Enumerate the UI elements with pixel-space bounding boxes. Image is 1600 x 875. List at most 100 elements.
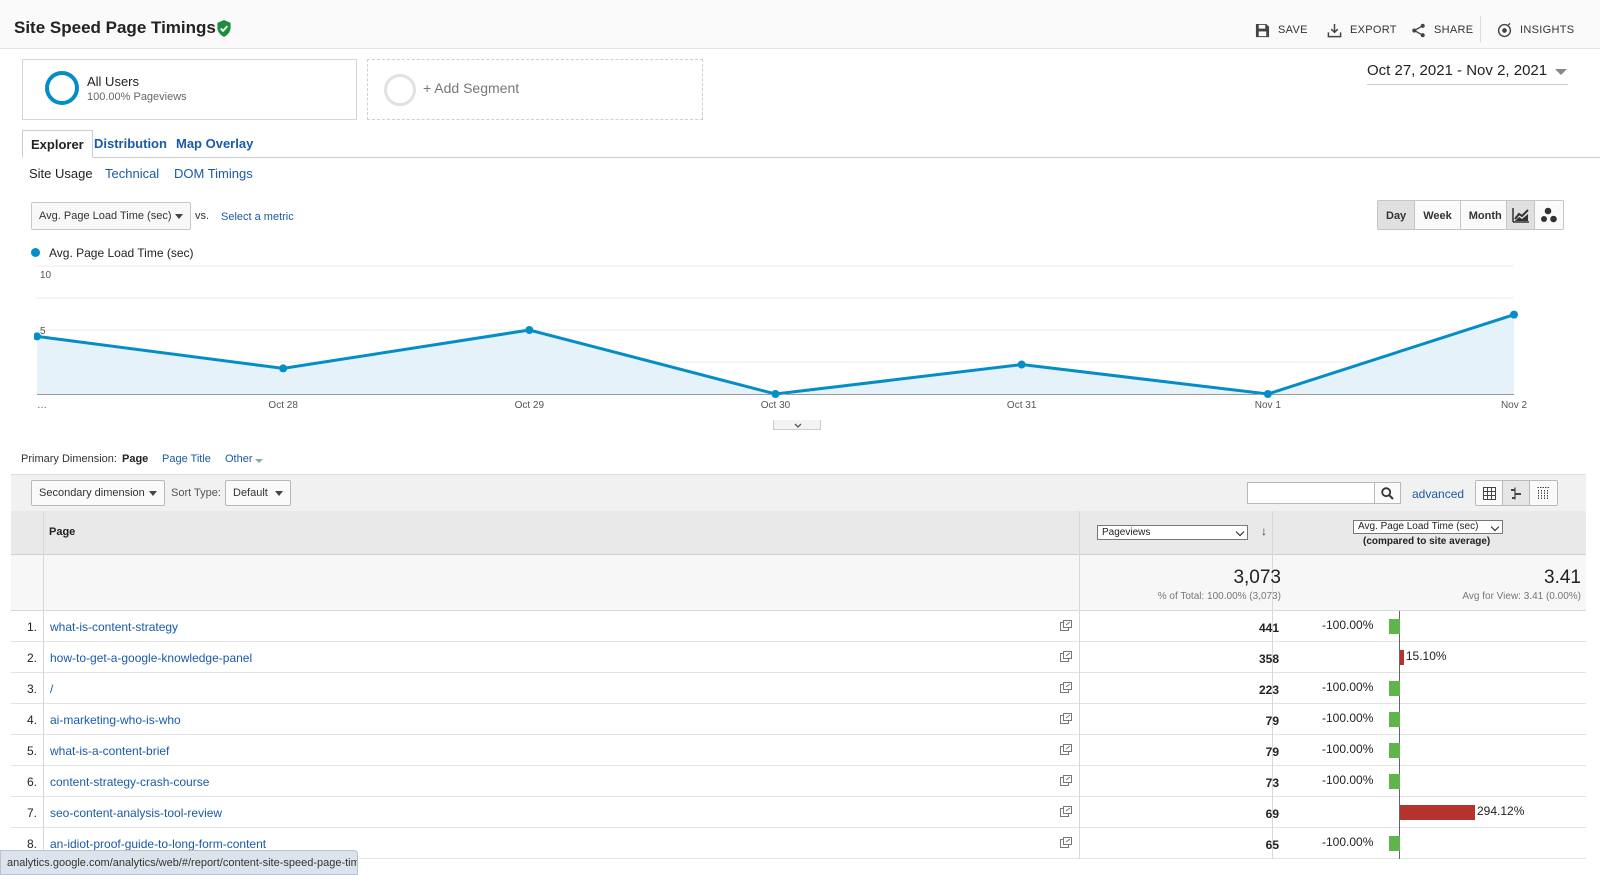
col-divider [1079,704,1080,735]
open-external-icon[interactable] [1060,651,1072,662]
table-row: 6. content-strategy-crash-course 73 -100.00… [11,766,1586,797]
subtab-dom-timings[interactable]: DOM Timings [174,166,253,181]
metric-column-select[interactable]: Pageviews [1097,525,1248,540]
comparison-view-button[interactable] [1503,481,1530,505]
table-row: 1. what-is-content-strategy 441 -100.00% [11,611,1586,642]
secondary-dimension-dropdown[interactable]: Secondary dimension [31,480,165,506]
page-link[interactable]: how-to-get-a-google-knowledge-panel [50,651,253,665]
row-pageviews: 223 [1258,683,1279,697]
page-link[interactable]: an-idiot-proof-guide-to-long-form-conten… [50,837,267,851]
primary-dimension-page[interactable]: Page [122,453,149,465]
chart-resize-handle[interactable] [773,420,821,430]
sort-descending-icon[interactable]: ↓ [1261,524,1267,538]
search-button[interactable] [1375,482,1401,504]
row-index: 1. [26,620,37,634]
baseline [1399,797,1400,828]
row-pageviews: 69 [1265,807,1279,821]
pivot-view-button[interactable] [1530,481,1557,505]
y-tick-label: 10 [40,270,52,281]
day-button[interactable]: Day [1378,201,1416,229]
subtab-site-usage[interactable]: Site Usage [29,166,93,181]
line-chart-button[interactable] [1507,201,1535,229]
row-index: 2. [26,651,37,665]
verified-shield-icon [217,20,231,37]
row-index: 6. [26,775,37,789]
month-button[interactable]: Month [1460,201,1510,229]
negative-comparison-bar [1389,619,1400,634]
open-external-icon[interactable] [1060,713,1072,724]
col-divider [1272,704,1273,735]
segment-ring-icon [45,71,79,105]
row-pageviews: 358 [1258,652,1279,666]
primary-dimension-page-title[interactable]: Page Title [162,453,211,465]
table-view-toggle-group [1475,480,1558,506]
primary-dimension-other[interactable]: Other [225,453,253,465]
add-segment-button[interactable]: + Add Segment [367,59,703,120]
col-divider [1079,673,1080,704]
secondary-dimension-label: Secondary dimension [39,487,145,499]
col-divider [43,704,44,735]
row-pageviews: 65 [1265,838,1279,852]
chevron-down-icon [1490,522,1500,532]
bubble-chart-icon [1541,207,1557,223]
segment-all-users[interactable]: All Users 100.00% Pageviews [22,59,357,120]
sort-type-value: Default [233,487,268,499]
week-button[interactable]: Week [1415,201,1461,229]
select-metric-link[interactable]: Select a metric [221,211,294,223]
insights-button[interactable]: INSIGHTS [1497,20,1574,40]
subtab-technical[interactable]: Technical [105,166,160,181]
caret-down-icon[interactable] [255,459,263,463]
col-divider [43,511,44,555]
col-divider [43,555,44,611]
col-divider [1272,673,1273,704]
grid-icon [1482,486,1496,500]
row-index: 5. [26,744,37,758]
page-link[interactable]: / [50,682,54,696]
data-point [279,364,288,373]
empty-segment-ring-icon [384,74,416,106]
row-index: 7. [26,806,37,820]
data-point [525,326,534,334]
page-link[interactable]: seo-content-analysis-tool-review [50,806,223,820]
sort-type-dropdown[interactable]: Default [225,480,291,506]
open-external-icon[interactable] [1060,744,1072,755]
col-divider [1272,766,1273,797]
page-link[interactable]: what-is-a-content-brief [50,744,170,758]
column-header-page[interactable]: Page [49,526,76,538]
page-link[interactable]: ai-marketing-who-is-who [50,713,181,727]
col-divider [1079,766,1080,797]
export-button[interactable]: EXPORT [1327,20,1397,40]
data-point [1017,360,1026,369]
page-link[interactable]: content-strategy-crash-course [50,775,210,789]
table-row: 2. how-to-get-a-google-knowledge-panel 358… [11,642,1586,673]
save-button[interactable]: SAVE [1255,20,1308,40]
col-divider [1272,555,1273,611]
open-external-icon[interactable] [1060,806,1072,817]
page-bottom-edge [0,860,1600,875]
data-table-view-button[interactable] [1476,481,1503,505]
save-icon [1255,23,1270,37]
comparison-metric-select[interactable]: Avg. Page Load Time (sec) [1353,520,1503,534]
open-external-icon[interactable] [1060,775,1072,786]
chevron-down-icon[interactable] [1555,69,1567,75]
open-external-icon[interactable] [1060,837,1072,848]
metric-dropdown[interactable]: Avg. Page Load Time (sec) [31,202,191,230]
motion-chart-button[interactable] [1535,201,1563,229]
col-divider [43,828,44,859]
col-divider [1272,511,1273,555]
date-range-picker[interactable]: Oct 27, 2021 - Nov 2, 2021 [1367,62,1548,79]
share-button[interactable]: SHARE [1411,20,1473,40]
page-link[interactable]: what-is-content-strategy [50,620,179,634]
advanced-filter-link[interactable]: advanced [1412,487,1465,501]
tab-explorer[interactable]: Explorer [22,130,93,158]
col-divider [1079,735,1080,766]
x-tick-label: Nov 2 [1501,400,1528,411]
open-external-icon[interactable] [1060,682,1072,693]
tab-map-overlay[interactable]: Map Overlay [176,136,254,151]
comparison-metric-select-value: Avg. Page Load Time (sec) [1358,521,1479,532]
table-search-input[interactable] [1247,482,1375,504]
tab-bar-divider [22,157,1600,158]
tab-distribution[interactable]: Distribution [94,136,167,151]
open-external-icon[interactable] [1060,620,1072,631]
export-icon [1327,23,1342,37]
